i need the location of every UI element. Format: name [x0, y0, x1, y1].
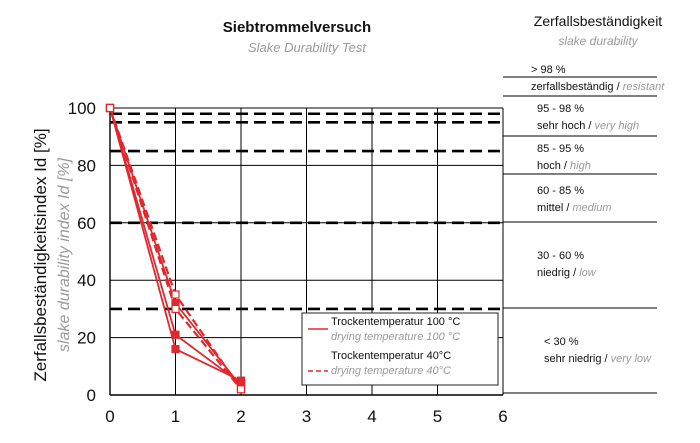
series-point-4-1 [171, 290, 180, 299]
legend-label-100: Trockentemperatur 100 °C [331, 316, 460, 328]
class-range-3: 60 - 85 % [537, 185, 584, 197]
series-point-4-0 [105, 103, 115, 113]
class-label-1: sehr hoch / very high [537, 120, 639, 132]
class-label-de-3: mittel [537, 202, 563, 214]
class-range-0: > 98 % [531, 64, 566, 76]
legend: Trockentemperatur 100 °C drying temperat… [301, 312, 499, 386]
class-label-3: mittel / medium [537, 202, 612, 214]
x-tick-label-6: 6 [498, 407, 507, 426]
class-label-sep-2: / [561, 160, 570, 172]
series-point-0-1 [171, 344, 180, 354]
class-range-4: 30 - 60 % [537, 250, 584, 262]
class-label-sep-0: / [614, 81, 623, 93]
legend-label-100-en: drying temperature 100 °C [331, 331, 460, 343]
series-point-3-1 [171, 304, 180, 313]
class-label-en-3: medium [572, 202, 611, 214]
class-label-2: hoch / high [537, 160, 591, 172]
class-range-2: 85 - 95 % [537, 143, 584, 155]
class-label-sep-1: / [585, 120, 594, 132]
x-tick-label-5: 5 [433, 407, 442, 426]
class-label-5: sehr niedrig / very low [544, 353, 652, 365]
class-range-5: < 30 % [544, 336, 579, 348]
class-label-en-2: high [570, 160, 591, 172]
legend-box [301, 312, 499, 386]
legend-label-40-en: drying temperature 40°C [331, 365, 451, 377]
y-tick-label-40: 40 [77, 271, 96, 290]
y-tick-label-80: 80 [77, 156, 96, 175]
class-label-de-2: hoch [537, 160, 561, 172]
class-label-4: niedrig / low [537, 267, 597, 279]
class-label-de-4: niedrig [537, 267, 570, 279]
x-tick-label-2: 2 [236, 407, 245, 426]
y-tick-label-20: 20 [77, 329, 96, 348]
x-tick-label-0: 0 [105, 407, 114, 426]
class-label-sep-5: / [601, 353, 610, 365]
series-point-4-2 [236, 385, 246, 394]
class-label-de-5: sehr niedrig [544, 353, 601, 365]
classes-heading-en: slake durability [558, 34, 638, 48]
legend-label-40: Trockentemperatur 40°C [331, 350, 451, 362]
y-axis-label-en: slake durability index Id [%] [56, 158, 73, 352]
class-label-0: zerfallsbeständig / resistant [531, 81, 665, 93]
chart-subtitle: Slake Durability Test [248, 40, 367, 55]
classes-heading: Zerfallsbeständigkeit [534, 13, 663, 29]
x-tick-label-1: 1 [171, 407, 180, 426]
y-axis-label: Zerfallsbeständigkeitsindex Id [%] [31, 128, 50, 381]
class-label-sep-4: / [570, 267, 579, 279]
class-label-en-1: very high [594, 120, 639, 132]
class-range-1: 95 - 98 % [537, 103, 584, 115]
class-label-de-1: sehr hoch [537, 120, 585, 132]
series-point-1-1 [171, 330, 180, 339]
class-label-de-0: zerfallsbeständig [531, 81, 614, 93]
class-label-en-4: low [579, 267, 597, 279]
x-tick-label-4: 4 [367, 407, 376, 426]
class-label-sep-3: / [563, 202, 572, 214]
chart-title: Siebtrommelversuch [223, 19, 371, 36]
class-label-en-5: very low [611, 353, 652, 365]
y-tick-label-100: 100 [68, 99, 96, 118]
class-label-en-0: resistant [623, 81, 666, 93]
y-tick-label-60: 60 [77, 214, 96, 233]
x-tick-label-3: 3 [302, 407, 311, 426]
y-tick-label-0: 0 [87, 386, 96, 405]
